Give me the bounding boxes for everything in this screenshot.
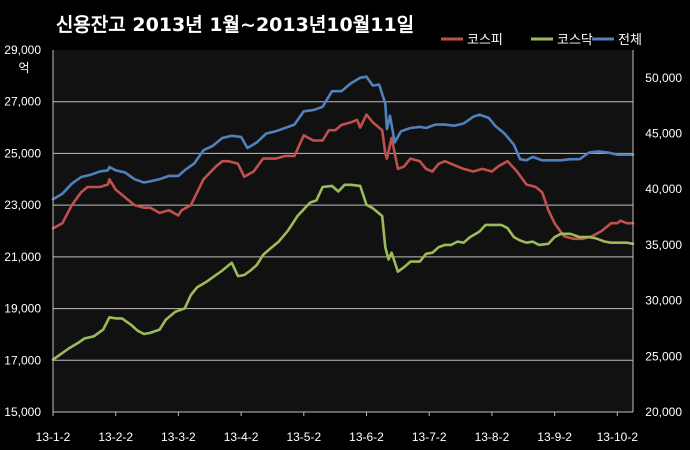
x-tick-label: 13-1-2 bbox=[36, 430, 71, 444]
y-left-tick-label: 29,000 bbox=[4, 43, 41, 57]
x-tick-label: 13-10-2 bbox=[597, 430, 639, 444]
y-unit-label: 억 bbox=[18, 61, 29, 75]
y-left-tick-label: 17,000 bbox=[4, 353, 41, 367]
legend: 코스피 코스닥 전체 bbox=[441, 33, 642, 48]
y-left-tick-label: 21,000 bbox=[4, 250, 41, 264]
axes: 15,000 17,000 19,000 21,000 23,000 25,000 27,0… bbox=[4, 43, 682, 444]
y-right-tick-label: 50,000 bbox=[645, 71, 682, 85]
gridlines bbox=[53, 101, 633, 361]
legend-label: 코스피 bbox=[467, 33, 503, 48]
x-tick-label: 13-8-2 bbox=[475, 430, 510, 444]
y-left-tick-label: 27,000 bbox=[4, 95, 41, 109]
x-tick-label: 13-3-2 bbox=[161, 430, 196, 444]
y-right-tick-label: 35,000 bbox=[645, 238, 682, 252]
y-left-tick-label: 23,000 bbox=[4, 198, 41, 212]
x-tick-label: 13-2-2 bbox=[98, 430, 133, 444]
x-tick-label: 13-9-2 bbox=[537, 430, 572, 444]
y-left-tick-label: 25,000 bbox=[4, 146, 41, 160]
y-left-tick-label: 19,000 bbox=[4, 302, 41, 316]
x-tick-label: 13-5-2 bbox=[286, 430, 321, 444]
y-right-tick-label: 20,000 bbox=[645, 405, 682, 419]
series-line-코스닥 bbox=[51, 183, 635, 361]
legend-label: 전체 bbox=[618, 33, 642, 48]
y-right-tick-label: 45,000 bbox=[645, 127, 682, 141]
chart-title: 신용잔고 2013년 1월~2013년10월11일 bbox=[56, 14, 414, 36]
legend-label: 코스닥 bbox=[557, 33, 593, 48]
x-tick-label: 13-6-2 bbox=[349, 430, 384, 444]
x-tick-label: 13-4-2 bbox=[224, 430, 259, 444]
y-right-tick-label: 40,000 bbox=[645, 182, 682, 196]
plot-area bbox=[53, 50, 633, 412]
x-tick-label: 13-7-2 bbox=[412, 430, 447, 444]
y-right-tick-label: 30,000 bbox=[645, 294, 682, 308]
series-lines bbox=[51, 75, 635, 361]
y-left-tick-label: 15,000 bbox=[4, 405, 41, 419]
y-right-tick-label: 25,000 bbox=[645, 349, 682, 363]
series-line-코스피 bbox=[51, 113, 635, 241]
series-line-전체 bbox=[51, 75, 635, 201]
